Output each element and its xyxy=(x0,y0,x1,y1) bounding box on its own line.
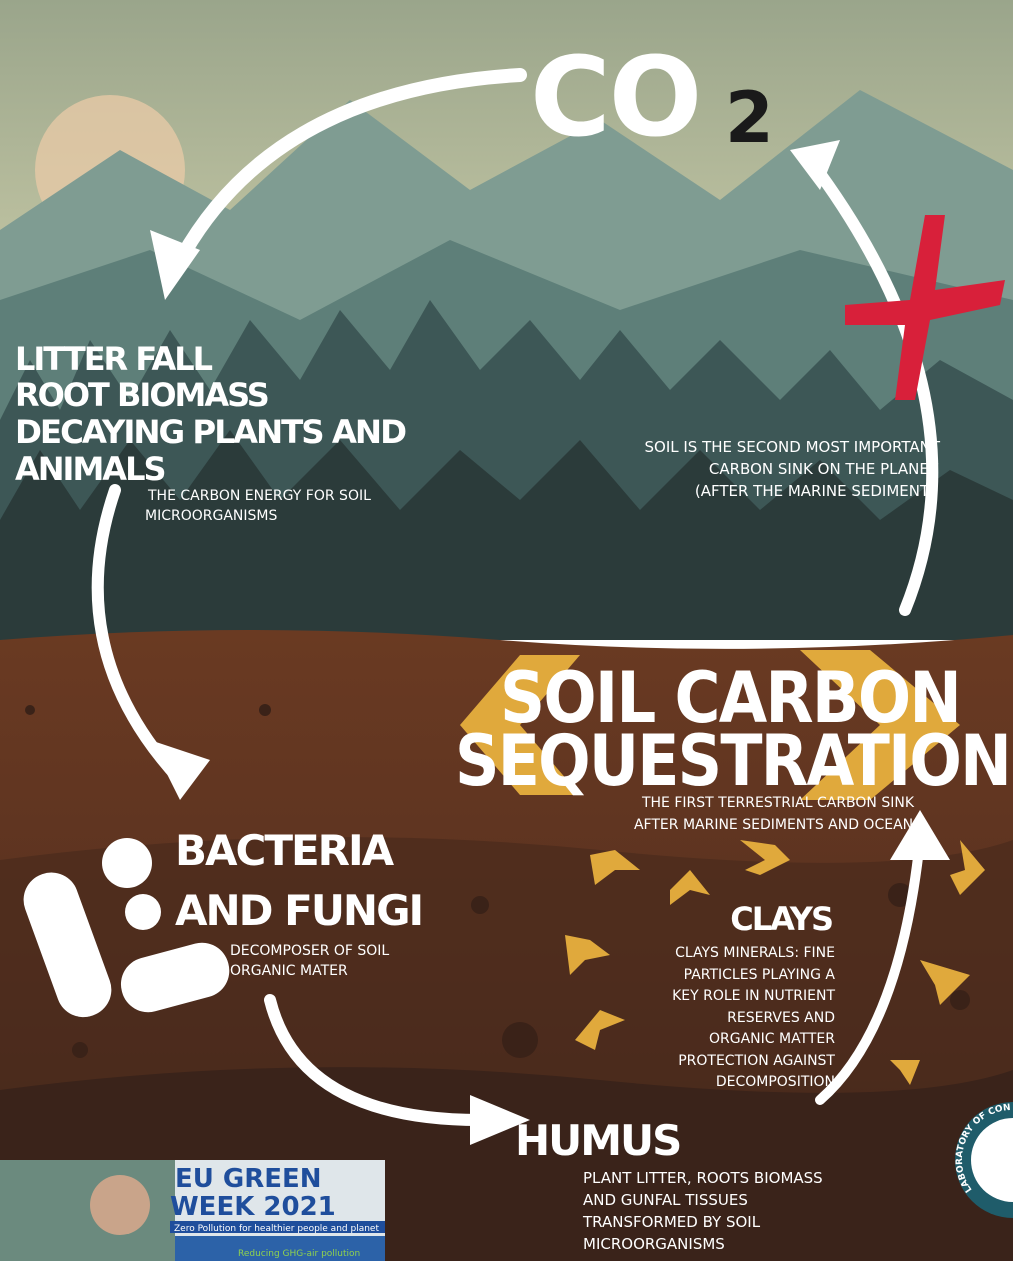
humus-line: TRANSFORMED BY SOIL xyxy=(582,1213,761,1231)
note-line: SOIL IS THE SECOND MOST IMPORTANT xyxy=(645,438,941,456)
clays-line: ORGANIC MATTER xyxy=(709,1031,835,1047)
humus-line: AND GUNFAL TISSUES xyxy=(583,1191,748,1209)
bacteria-heading: AND FUNGI xyxy=(175,886,422,935)
humus-line: MICROORGANISMS xyxy=(583,1235,725,1253)
page: CO 2 LITTER FALL ROOT BIOMASS DECAYING P… xyxy=(0,0,1013,1261)
banner-face xyxy=(90,1175,150,1235)
caption: THE FIRST TERRESTRIAL CARBON SINK xyxy=(641,795,915,811)
clays-line: CLAYS MINERALS: FINE xyxy=(675,945,835,961)
caption: MICROORGANISMS xyxy=(145,508,277,524)
eu-banner: EU GREEN WEEK 2021 Zero Pollution for he… xyxy=(0,1160,385,1261)
humus-title: HUMUS xyxy=(515,1116,680,1165)
clays-line: PROTECTION AGAINST xyxy=(678,1053,835,1069)
caption: DECOMPOSER OF SOIL xyxy=(230,943,389,959)
clays-title: CLAYS xyxy=(730,900,832,938)
banner-tag: Reducing GHG-air pollution xyxy=(238,1249,360,1259)
caption: ORGANIC MATER xyxy=(230,963,348,979)
note-line: CARBON SINK ON THE PLANET xyxy=(709,460,939,478)
infographic: CO 2 LITTER FALL ROOT BIOMASS DECAYING P… xyxy=(0,0,1013,1261)
humus-line: PLANT LITTER, ROOTS BIOMASS xyxy=(583,1169,823,1187)
sequestration-heading: SEQUESTRATION xyxy=(455,720,1010,802)
bacteria-heading: BACTERIA xyxy=(175,826,395,875)
banner-title: EU GREEN xyxy=(175,1164,322,1194)
heading-line: LITTER FALL xyxy=(15,340,213,378)
heading-line: DECAYING PLANTS AND xyxy=(15,413,405,451)
clays-line: RESERVES AND xyxy=(727,1010,835,1026)
banner-subtitle: Zero Pollution for healthier people and … xyxy=(174,1224,379,1234)
banner-title: WEEK 2021 xyxy=(170,1192,336,1222)
co2-main: CO xyxy=(530,33,700,161)
clays-line: DECOMPOSITION xyxy=(716,1074,835,1090)
heading-line: ROOT BIOMASS xyxy=(15,376,268,414)
caption: AFTER MARINE SEDIMENTS AND OCEANS xyxy=(634,817,922,833)
note-line: (AFTER THE MARINE SEDIMENT) xyxy=(695,482,935,500)
clays-line: KEY ROLE IN NUTRIENT xyxy=(672,988,835,1004)
caption: THE CARBON ENERGY FOR SOIL xyxy=(147,488,371,504)
co2-subscript: 2 xyxy=(725,77,774,159)
clays-line: PARTICLES PLAYING A xyxy=(684,967,836,983)
heading-line: ANIMALS xyxy=(15,450,165,488)
